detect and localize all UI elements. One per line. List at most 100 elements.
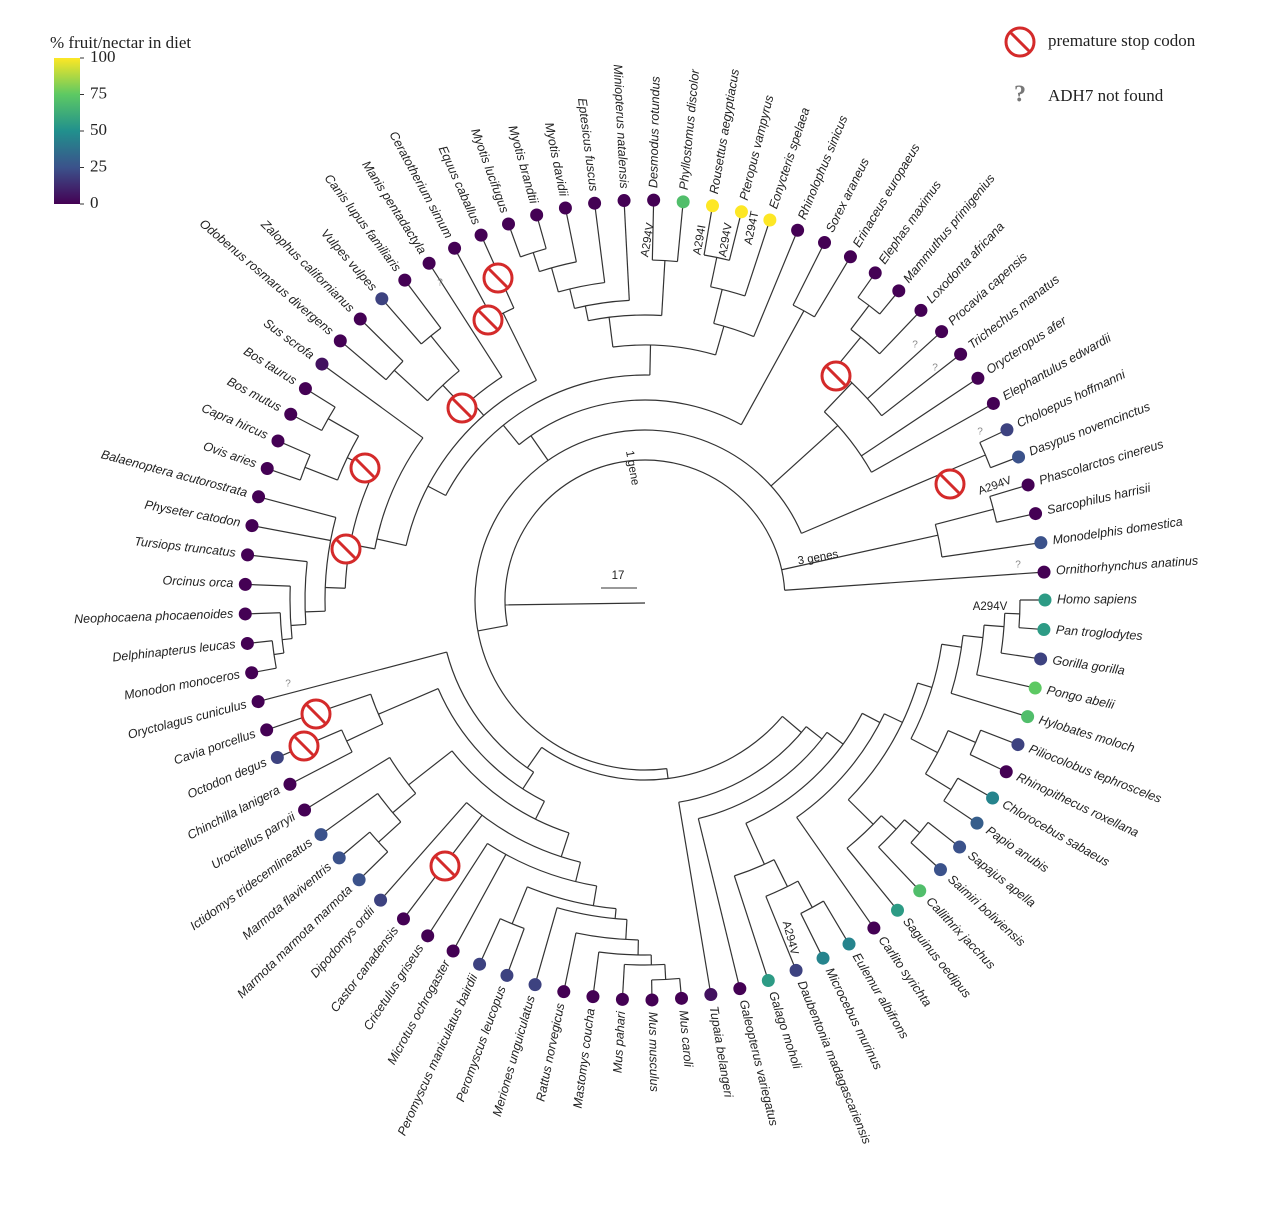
- branch: [984, 624, 1005, 628]
- branch: [358, 851, 389, 881]
- colorbar-tick-label: 100: [90, 47, 116, 66]
- branch: [273, 652, 284, 656]
- tip-dot: [970, 816, 984, 830]
- branch-arc: [304, 561, 308, 625]
- branch: [957, 777, 993, 799]
- branch-arc: [910, 821, 929, 844]
- tip-dot: [935, 325, 949, 339]
- tip-dot: [238, 577, 252, 591]
- branch-arc: [745, 713, 863, 824]
- branch: [534, 907, 558, 985]
- branch: [623, 200, 630, 301]
- tip-dot: [891, 903, 905, 917]
- branch: [339, 340, 387, 381]
- annotation: A294V: [973, 601, 1008, 613]
- branch-arc: [389, 757, 417, 794]
- branch: [941, 542, 1041, 558]
- branch: [625, 919, 628, 940]
- tip-dot: [933, 863, 947, 877]
- stop-codon-icon: [330, 533, 362, 565]
- tip-dot: [1029, 507, 1043, 521]
- branch: [950, 692, 1028, 718]
- tip-dot: [645, 993, 659, 1007]
- tip-dot: [734, 205, 748, 219]
- branch: [805, 726, 823, 740]
- branch-arc: [969, 729, 982, 755]
- branch: [792, 242, 826, 306]
- branch: [703, 205, 714, 256]
- tip-dot: [502, 217, 516, 231]
- tip-dot: [332, 851, 346, 865]
- tip-dot: [374, 893, 388, 907]
- branch-arc: [279, 612, 285, 654]
- tip-dot: [791, 223, 805, 237]
- branch: [1000, 652, 1041, 660]
- annotation: 1 gene: [623, 450, 641, 487]
- tip-dot: [971, 371, 985, 385]
- species-label: Bos taurus: [241, 344, 299, 387]
- species-label: Mus pahari: [611, 1010, 629, 1074]
- branch-arc: [800, 900, 824, 914]
- root-stem: [505, 602, 646, 606]
- stop-codon-icon: [288, 730, 320, 762]
- branch: [427, 485, 447, 497]
- branch: [796, 816, 875, 929]
- annotation: A294V: [639, 222, 657, 258]
- branch: [744, 219, 771, 297]
- branch: [753, 230, 799, 337]
- tip-dot: [448, 241, 462, 255]
- branch-arc: [474, 429, 802, 771]
- tip-dot: [1034, 536, 1048, 550]
- colorbar-tick-label: 50: [90, 120, 107, 139]
- branch: [258, 496, 336, 519]
- tip-dot: [422, 256, 436, 270]
- branch: [867, 331, 942, 400]
- branch: [943, 800, 978, 824]
- branch: [770, 425, 839, 487]
- tip-dot: [260, 462, 274, 476]
- branch-arc: [420, 327, 442, 345]
- branch-arc: [979, 442, 992, 468]
- tip-dot: [763, 213, 777, 227]
- legend-title: % fruit/nectar in diet: [50, 33, 191, 52]
- branch: [251, 525, 331, 542]
- tip-dot: [818, 236, 832, 250]
- tip-dot: [352, 873, 366, 887]
- tip-dot: [999, 765, 1013, 779]
- branch: [614, 908, 617, 919]
- branch-arc: [466, 802, 581, 863]
- tip-dot: [615, 992, 629, 1006]
- species-label: Pan troglodytes: [1055, 623, 1143, 643]
- species-label: Myotis davidii: [542, 121, 571, 199]
- branch: [522, 771, 535, 790]
- branch-arc: [651, 977, 680, 981]
- branch-arc: [369, 831, 389, 853]
- species-label: Gorilla gorilla: [1052, 653, 1126, 678]
- branch: [479, 918, 501, 965]
- tip-dot: [704, 988, 718, 1002]
- species-label: Mus musculus: [646, 1012, 661, 1092]
- branch-arc: [341, 729, 353, 753]
- branch-arc: [558, 281, 605, 293]
- branch: [393, 369, 428, 402]
- branch: [927, 821, 960, 848]
- branch: [826, 731, 844, 745]
- branch-arc: [734, 859, 775, 877]
- branch: [941, 643, 962, 648]
- branch-arc: [792, 304, 815, 318]
- branch: [715, 325, 725, 356]
- species-label: Phyllostomus discolor: [677, 68, 703, 190]
- branch-arc: [698, 731, 828, 820]
- tip-dot: [530, 208, 544, 222]
- branch-arc: [324, 517, 337, 612]
- branch-arc: [574, 299, 630, 309]
- species-label: Bos mutus: [225, 374, 284, 414]
- branch: [564, 207, 577, 263]
- branch: [380, 802, 467, 901]
- tip-dot: [914, 303, 928, 317]
- annotation: ?: [285, 679, 291, 690]
- branch: [563, 932, 577, 992]
- tip-dot: [241, 548, 255, 562]
- branch: [427, 843, 488, 937]
- branch: [713, 289, 723, 324]
